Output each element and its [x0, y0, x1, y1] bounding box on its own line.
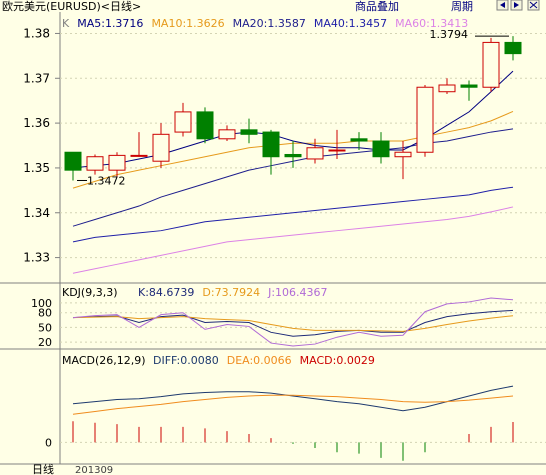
footer-date: 201309 — [75, 465, 113, 475]
price-tick-label: 1.36 — [23, 116, 50, 130]
candle — [152, 133, 170, 162]
price-tick-label: 1.35 — [23, 161, 50, 175]
price-panel: 1.33 1.34 1.35 1.36 1.37 1.38 K MA5:1.3716 MA10:… — [23, 17, 546, 274]
legend-diff: DIFF:0.0080 — [153, 354, 219, 367]
candle — [504, 41, 522, 55]
close-icon[interactable] — [527, 0, 540, 11]
kdj-tick-label: 80 — [38, 307, 52, 320]
kdj-tick-label: 50 — [38, 321, 52, 334]
legend-k: K — [62, 17, 70, 30]
candle — [64, 151, 82, 171]
candle — [262, 131, 280, 158]
candle — [328, 149, 346, 152]
kdj-title: KDJ(9,3,3) — [62, 286, 118, 299]
candle — [460, 84, 478, 88]
ma40-line — [72, 186, 514, 243]
price-tick-label: 1.33 — [23, 251, 50, 265]
legend-ma10: MA10:1.3626 — [151, 17, 224, 30]
candle — [394, 151, 412, 158]
kdj-k-line — [72, 309, 514, 337]
legend-ma60: MA60:1.3413 — [395, 17, 468, 30]
candle — [130, 154, 148, 157]
legend-d: D:73.7924 — [202, 286, 260, 299]
nav-left-icon[interactable] — [496, 0, 509, 11]
legend-dea: DEA:0.0066 — [227, 354, 292, 367]
candle — [196, 111, 214, 140]
footer: 日线 201309 — [32, 462, 113, 475]
price-tick-label: 1.38 — [23, 26, 50, 40]
candle — [174, 111, 192, 133]
candle — [416, 86, 434, 153]
title-bar: 欧元美元(EURUSD)<日线> 商品叠加 周期 — [0, 0, 546, 13]
legend-macd: MACD:0.0029 — [300, 354, 375, 367]
price-tick-label: 1.34 — [23, 206, 50, 220]
candle — [438, 84, 456, 93]
macd-title: MACD(26,12,9) — [62, 354, 146, 367]
legend-ma40: MA40:1.3457 — [314, 17, 387, 30]
low-annotation: 1.3472 — [87, 174, 126, 187]
candle — [108, 154, 126, 171]
legend-ma20: MA20:1.3587 — [233, 17, 306, 30]
candle — [350, 138, 368, 142]
macd-panel: 0 MACD(26,12,9) DIFF:0.0080 DEA:0.0066 MACD:… — [45, 354, 546, 461]
candle — [86, 156, 104, 171]
window-title: 欧元美元(EURUSD)<日线> — [2, 0, 141, 13]
kdj-j-line — [72, 297, 514, 347]
legend-ma5: MA5:1.3716 — [77, 17, 143, 30]
macd-dea-line — [72, 394, 514, 415]
kdj-d-line — [72, 315, 514, 332]
macd-diff-line — [72, 385, 514, 412]
candle — [482, 41, 500, 88]
ma60-line — [72, 206, 514, 274]
candle — [372, 140, 390, 158]
kdj-tick-label: 100 — [31, 297, 52, 310]
candle — [218, 129, 236, 140]
legend-k: K:84.6739 — [138, 286, 194, 299]
candle — [240, 129, 258, 135]
overlay-button[interactable]: 商品叠加 — [355, 0, 399, 13]
high-annotation: 1.3794 — [430, 28, 469, 41]
legend-j: J:106.4367 — [267, 286, 327, 299]
macd-tick-label: 0 — [45, 436, 52, 449]
price-tick-label: 1.37 — [23, 71, 50, 85]
footer-period: 日线 — [32, 462, 54, 475]
candle — [284, 153, 302, 158]
kdj-tick-label: 20 — [38, 336, 52, 349]
period-button[interactable]: 周期 — [451, 0, 473, 13]
candle — [306, 147, 324, 160]
nav-right-icon[interactable] — [510, 0, 523, 11]
